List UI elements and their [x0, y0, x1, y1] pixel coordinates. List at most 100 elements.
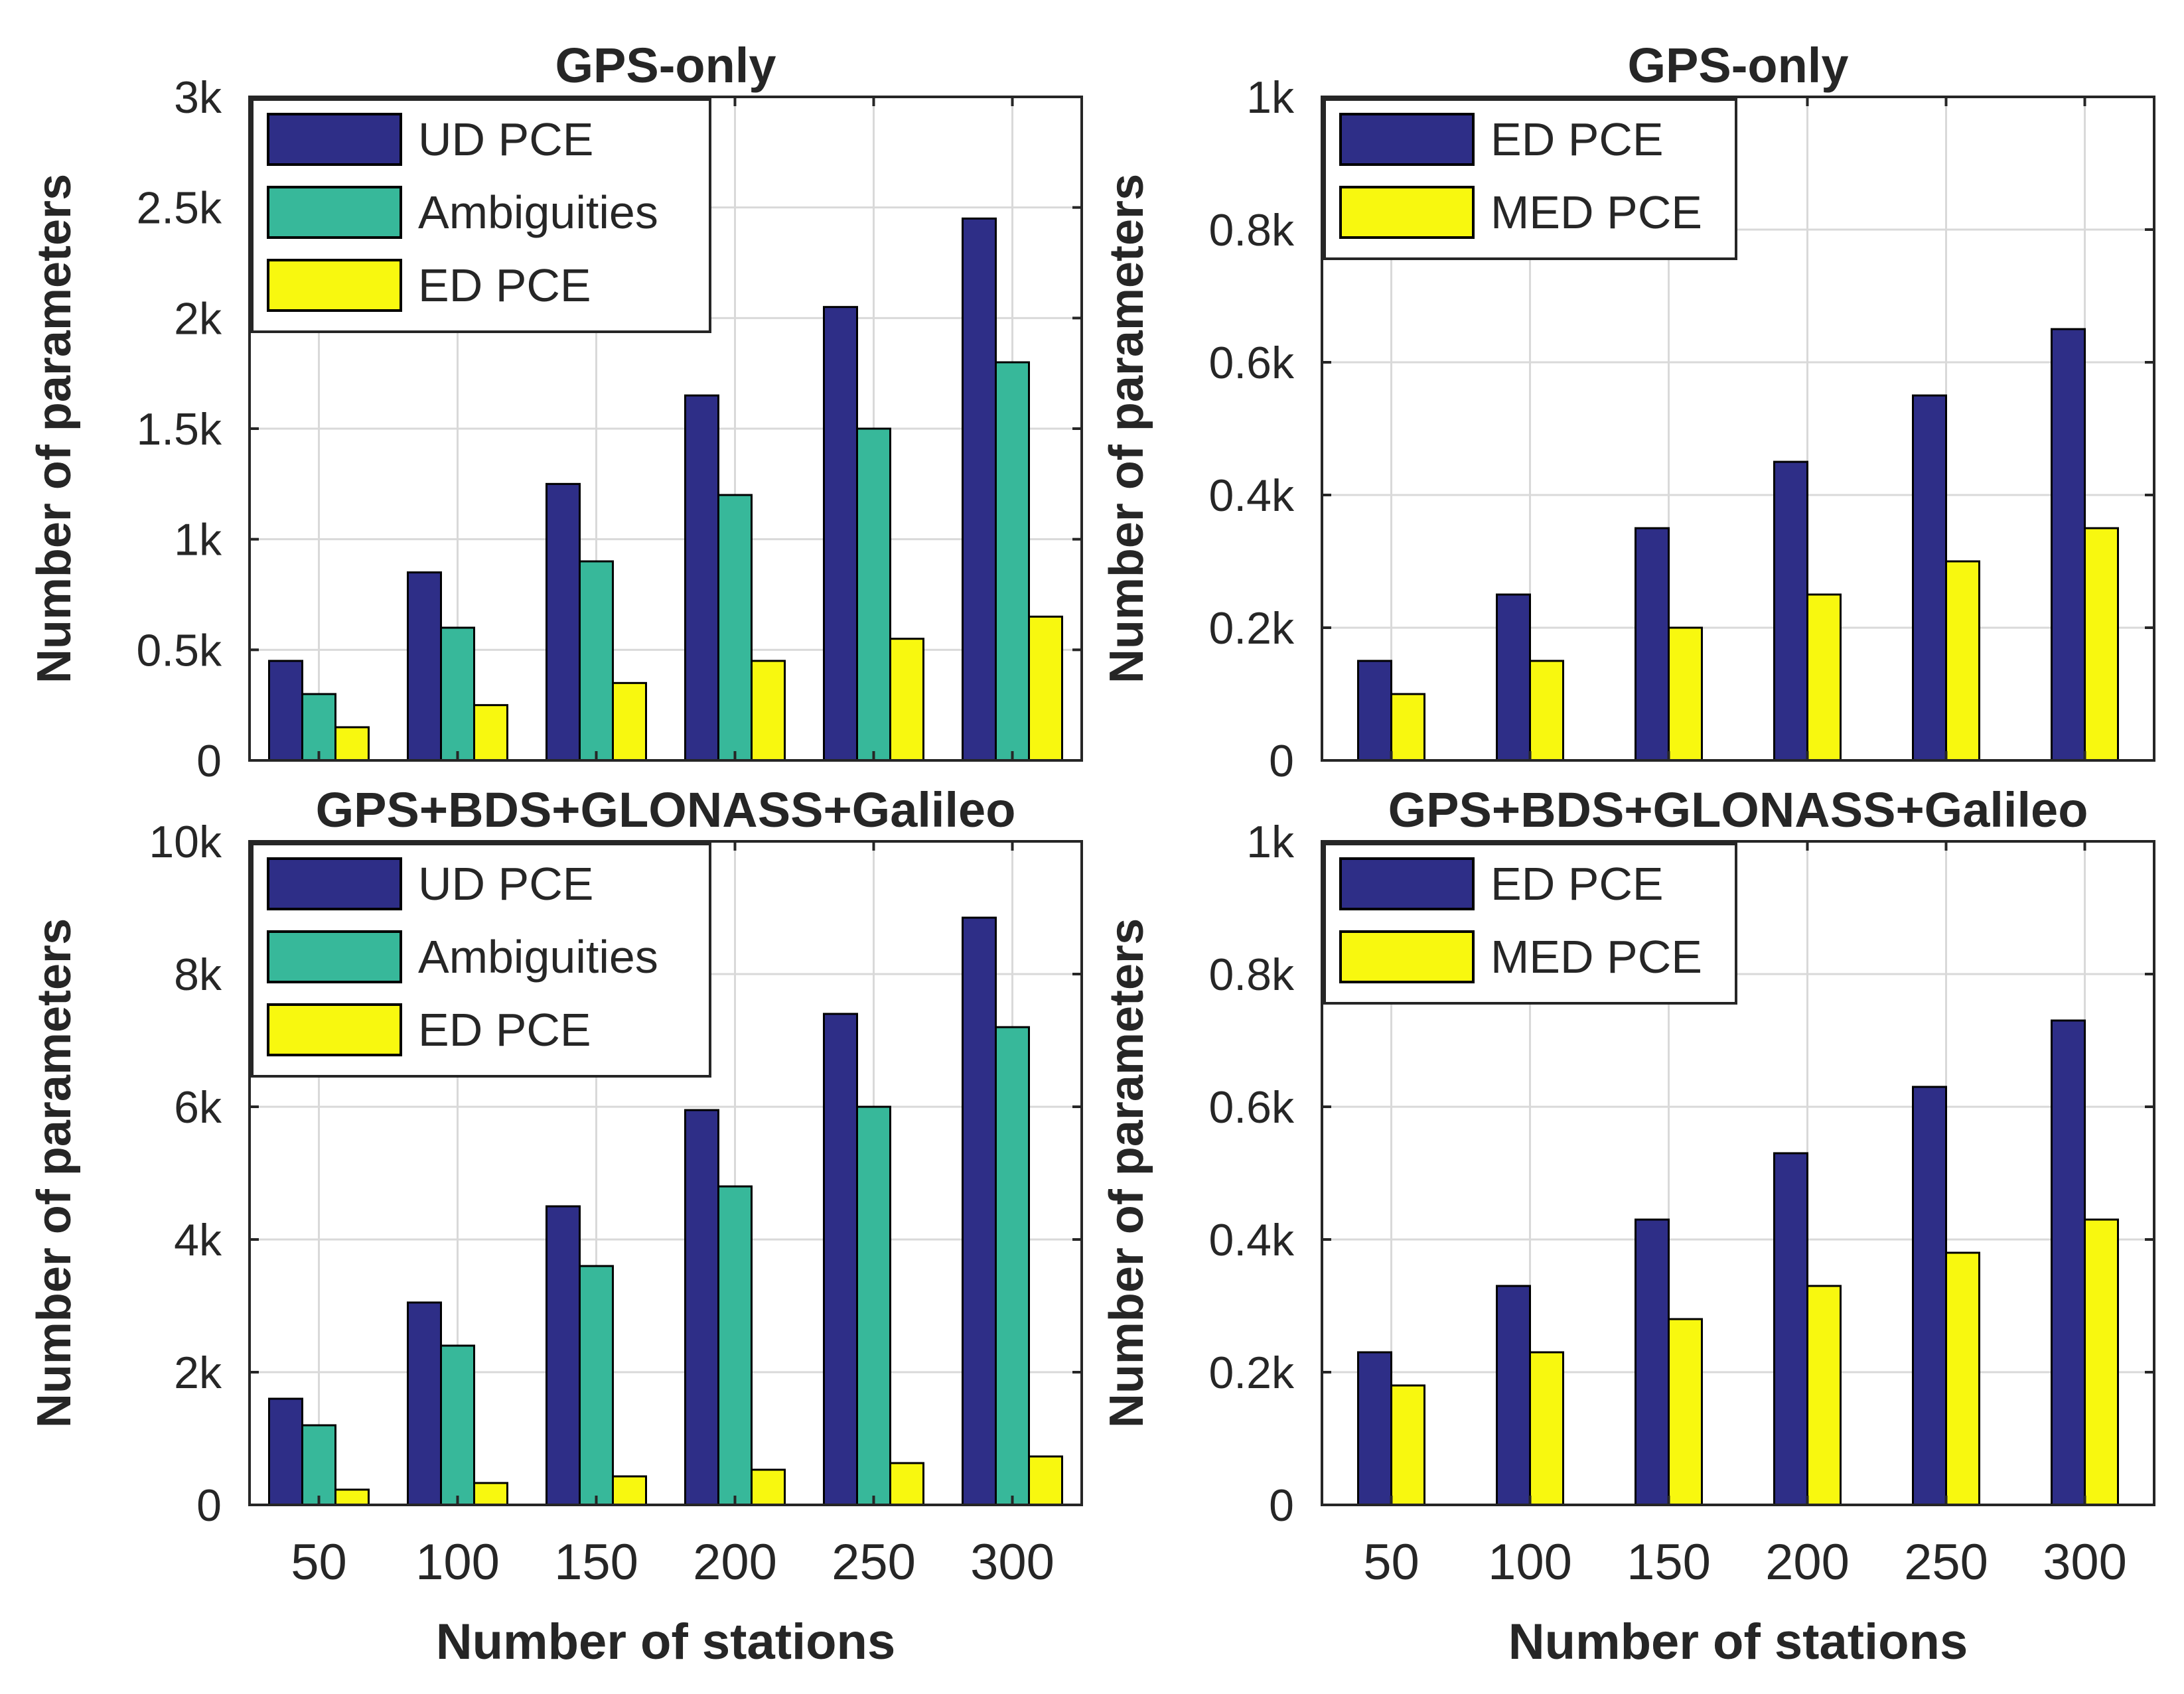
bar-ud-pce-300: [962, 916, 997, 1506]
bar-med-pce-250: [1945, 1251, 1980, 1506]
bar-ambiguities-150: [579, 560, 614, 762]
legend-label: ED PCE: [1491, 858, 1664, 910]
x-tick-label: 50: [1363, 1534, 1420, 1590]
bar-ed-pce-250: [889, 638, 924, 762]
legend-swatch-ed-pce: [267, 1003, 402, 1056]
x-tick-label: 100: [415, 1534, 500, 1590]
y-tick-label: 8k: [174, 950, 222, 1000]
y-tick-label: 1.5k: [136, 404, 222, 455]
bar-ud-pce-150: [546, 1205, 581, 1506]
bar-ed-pce-200: [1773, 1152, 1808, 1506]
bar-ed-pce-100: [1496, 1285, 1531, 1506]
bar-ud-pce-200: [684, 1109, 719, 1506]
legend-label: ED PCE: [418, 259, 591, 311]
bar-ed-pce-50: [334, 726, 370, 762]
legend-label: ED PCE: [418, 1004, 591, 1056]
x-tick-label: 250: [1904, 1534, 1988, 1590]
legend-label: Ambiguities: [418, 931, 658, 983]
bar-ed-pce-300: [2051, 328, 2086, 762]
chart-panel-2: 0 0.2k 0.4k 0.6k 0.8k 1k GPS-only Number of par…: [1100, 38, 2155, 786]
legend-label: MED PCE: [1491, 931, 1702, 983]
y-axis-label: Number of parameters: [1100, 174, 1153, 683]
bar-med-pce-250: [1945, 560, 1980, 762]
legend-label: Ambiguities: [418, 186, 658, 238]
bar-med-pce-150: [1668, 626, 1703, 762]
y-tick-label: 0: [1269, 736, 1294, 786]
y-tick-label: 0.4k: [1208, 470, 1295, 521]
y-tick-label: 0.8k: [1208, 950, 1295, 1000]
y-tick-label: 2k: [174, 293, 222, 344]
x-tick-label: 50: [291, 1534, 347, 1590]
legend-swatch-ambiguities: [267, 930, 402, 983]
bar-ambiguities-50: [301, 693, 336, 762]
bar-ed-pce-150: [1635, 527, 1670, 762]
bar-ed-pce-200: [1773, 460, 1808, 762]
legend-label: ED PCE: [1491, 113, 1664, 165]
y-tick-label: 2k: [174, 1348, 222, 1398]
bar-ed-pce-50: [334, 1488, 370, 1506]
chart-title: GPS+BDS+GLONASS+Galileo: [316, 782, 1016, 837]
y-axis-label: Number of parameters: [28, 174, 81, 683]
bar-ambiguities-300: [995, 361, 1030, 762]
bar-med-pce-300: [2084, 527, 2119, 762]
y-tick-label: 1k: [1246, 72, 1295, 123]
y-tick-label: 0.6k: [1208, 1082, 1295, 1133]
axes-box: [248, 840, 1083, 1506]
y-tick-label: 0.5k: [136, 625, 222, 675]
bar-ed-pce-100: [1496, 593, 1531, 762]
y-tick-label: 0: [196, 1480, 222, 1531]
x-tick-label: 150: [554, 1534, 638, 1590]
x-axis-label: Number of stations: [436, 1614, 896, 1670]
y-tick-label: 4k: [174, 1215, 222, 1265]
bar-med-pce-50: [1390, 1384, 1425, 1506]
bar-med-pce-300: [2084, 1218, 2119, 1506]
bar-ed-pce-250: [1912, 394, 1947, 762]
legend-label: MED PCE: [1491, 186, 1702, 238]
bar-ed-pce-100: [473, 704, 508, 762]
y-tick-label: 2.5k: [136, 183, 222, 234]
y-tick-label: 0.2k: [1208, 603, 1295, 654]
bar-ud-pce-200: [684, 394, 719, 762]
bar-ed-pce-300: [2051, 1019, 2086, 1506]
y-tick-label: 1k: [1246, 817, 1295, 867]
bar-ed-pce-250: [889, 1462, 924, 1506]
x-tick-label: 150: [1627, 1534, 1711, 1590]
bar-ed-pce-50: [1357, 660, 1392, 762]
bar-ambiguities-300: [995, 1026, 1030, 1506]
chart-panel-3: 0 2k 4k 6k 8k 10k 50 100 150 200 250 300 GPS+BDS+GLO…: [28, 782, 1083, 1670]
bar-ud-pce-250: [823, 1013, 858, 1506]
bar-ambiguities-150: [579, 1265, 614, 1506]
bar-ed-pce-300: [1028, 615, 1063, 762]
bar-ed-pce-200: [751, 1468, 786, 1506]
bar-ed-pce-100: [473, 1482, 508, 1506]
legend-label: UD PCE: [418, 858, 593, 910]
bar-med-pce-150: [1668, 1318, 1703, 1506]
y-tick-label: 0.6k: [1208, 338, 1295, 388]
legend-swatch-ud-pce: [267, 857, 402, 910]
legend-swatch-med-pce: [1339, 186, 1475, 239]
bar-ud-pce-250: [823, 306, 858, 762]
x-tick-label: 100: [1488, 1534, 1572, 1590]
y-tick-label: 10k: [149, 817, 222, 867]
y-axis-label: Number of parameters: [28, 918, 81, 1428]
bar-ed-pce-250: [1912, 1086, 1947, 1506]
y-tick-label: 0: [1269, 1480, 1294, 1531]
bar-ud-pce-100: [407, 1301, 442, 1506]
bar-ed-pce-150: [612, 1475, 647, 1506]
bar-ambiguities-250: [856, 1105, 891, 1506]
bar-ud-pce-100: [407, 571, 442, 762]
bar-ud-pce-50: [268, 1397, 303, 1506]
chart-panel-4: 0 0.2k 0.4k 0.6k 0.8k 1k 50 100 150 200 250 300 GPS+…: [1100, 782, 2155, 1670]
bar-ambiguities-200: [717, 494, 753, 762]
chart-panel-1: 0 0.5k 1k 1.5k 2k 2.5k 3k GPS-only Number of par…: [28, 38, 1083, 786]
y-axis-label: Number of parameters: [1100, 918, 1153, 1428]
y-tick-label: 6k: [174, 1082, 222, 1133]
x-axis-label: Number of stations: [1508, 1614, 1968, 1670]
y-tick-label: 0.2k: [1208, 1348, 1295, 1398]
bar-med-pce-200: [1806, 593, 1842, 762]
x-tick-label: 200: [693, 1534, 777, 1590]
chart-title: GPS-only: [1627, 38, 1848, 93]
bar-med-pce-200: [1806, 1285, 1842, 1506]
bar-med-pce-100: [1529, 660, 1564, 762]
legend-swatch-ud-pce: [267, 113, 402, 166]
